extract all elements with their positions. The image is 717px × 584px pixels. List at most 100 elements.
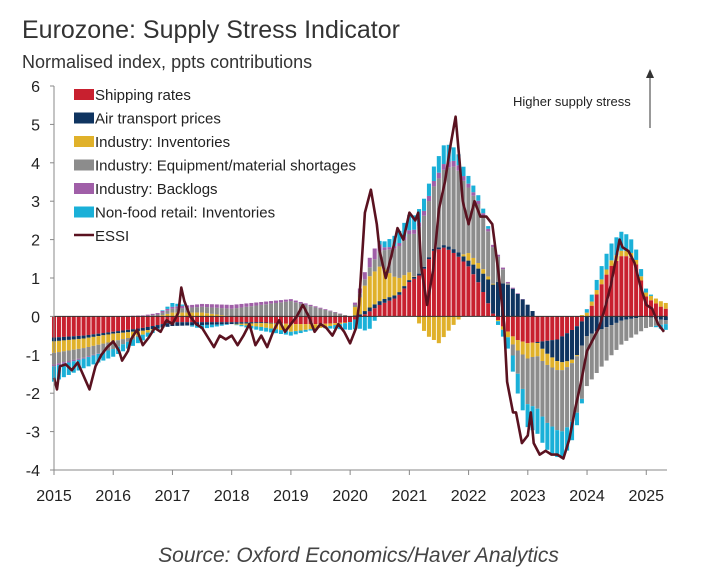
bar-segment-shortages — [283, 301, 288, 317]
bar-segment-retail — [431, 166, 436, 181]
bar-segment-air — [560, 336, 565, 363]
bar-segment-inventories — [190, 312, 195, 317]
bar-segment-air — [550, 340, 555, 358]
bar-segment-retail — [61, 363, 66, 378]
y-tick-label: 1 — [31, 271, 40, 288]
bar-segment-retail — [204, 324, 209, 329]
bar-segment-shortages — [254, 305, 259, 317]
bar-segment-backlogs — [209, 304, 214, 308]
bar-segment-backlogs — [204, 304, 209, 308]
bar-segment-air — [634, 316, 639, 319]
bar-segment-inventories — [392, 276, 397, 296]
bar-segment-retail — [357, 316, 362, 329]
bar-segment-shortages — [86, 346, 91, 357]
y-tick-label: 0 — [31, 309, 40, 326]
bar-segment-shortages — [663, 320, 668, 325]
bar-segment-inventories — [195, 312, 200, 317]
bar-segment-inventories — [505, 331, 510, 338]
bar-segment-retail — [209, 324, 214, 328]
bar-segment-retail — [170, 303, 175, 307]
bar-segment-backlogs — [387, 247, 392, 250]
bar-segment-shipping — [234, 316, 239, 323]
bar-segment-shipping — [441, 247, 446, 317]
bar-segment-backlogs — [407, 230, 412, 235]
bar-segment-retail — [298, 330, 303, 334]
y-tick-label: 2 — [31, 233, 40, 250]
bar-segment-shortages — [372, 259, 377, 272]
bar-segment-shipping — [86, 316, 91, 335]
bar-segment-shortages — [609, 325, 614, 356]
bar-segment-inventories — [663, 302, 668, 309]
bar-segment-backlogs — [76, 358, 81, 360]
bar-segment-inventories — [624, 251, 629, 257]
bar-segment-shipping — [451, 252, 456, 317]
bar-segment-backlogs — [397, 242, 402, 247]
bar-segment-retail — [663, 324, 668, 330]
bar-segment-shortages — [422, 215, 427, 267]
bar-segment-inventories — [121, 332, 126, 340]
bar-segment-air — [249, 322, 254, 324]
bar-segment-backlogs — [352, 302, 357, 305]
bar-segment-shipping — [515, 316, 520, 341]
bar-segment-shipping — [140, 316, 145, 328]
legend-label-air: Air transport prices — [95, 111, 221, 128]
bar-segment-shipping — [545, 316, 550, 341]
bar-segment-inventories — [604, 269, 609, 275]
bar-segment-air — [165, 323, 170, 327]
bar-segment-backlogs — [318, 307, 323, 309]
bar-segment-shortages — [476, 204, 481, 263]
bar-segment-backlogs — [214, 304, 219, 308]
bar-segment-shortages — [293, 302, 298, 317]
bar-segment-inventories — [510, 336, 515, 345]
bar-segment-inventories — [476, 263, 481, 269]
bar-segment-backlogs — [412, 229, 417, 234]
bar-segment-shipping — [535, 316, 540, 343]
bar-segment-shipping — [619, 256, 624, 317]
bar-segment-shortages — [150, 315, 155, 317]
bar-segment-air — [229, 322, 234, 325]
bar-segment-backlogs — [431, 180, 436, 187]
bar-segment-air — [604, 316, 609, 328]
bar-segment-shipping — [214, 316, 219, 323]
bar-segment-shortages — [624, 319, 629, 341]
bar-segment-air — [658, 316, 663, 320]
bar-segment-retail — [101, 352, 106, 361]
bar-segment-retail — [505, 337, 510, 349]
bar-segment-shortages — [515, 350, 520, 374]
bar-segment-shipping — [170, 316, 175, 323]
bar-segment-retail — [407, 214, 412, 231]
bar-segment-backlogs — [283, 299, 288, 302]
bar-segment-air — [269, 322, 274, 324]
bar-segment-inventories — [219, 315, 224, 317]
bar-segment-retail — [412, 215, 417, 230]
bar-segment-backlogs — [382, 247, 387, 251]
bar-segment-backlogs — [367, 257, 372, 268]
bar-segment-shortages — [644, 316, 649, 329]
bar-segment-air — [387, 297, 392, 301]
bar-segment-shipping — [229, 316, 234, 323]
bar-segment-inventories — [446, 316, 451, 331]
bar-segment-inventories — [619, 250, 624, 257]
bar-segment-inventories — [397, 277, 402, 293]
bar-segment-backlogs — [451, 160, 456, 167]
bar-segment-retail — [86, 357, 91, 367]
bar-segment-backlogs — [224, 304, 229, 309]
bar-segment-inventories — [204, 313, 209, 317]
bar-segment-shipping — [367, 311, 372, 317]
bar-segment-shortages — [382, 250, 387, 270]
bar-segment-shortages — [525, 358, 530, 405]
x-tick-label: 2016 — [95, 488, 131, 505]
bar-segment-inventories — [293, 324, 298, 332]
bar-segment-retail — [195, 325, 200, 328]
bar-segment-shipping — [71, 316, 76, 337]
bar-segment-shortages — [619, 320, 624, 345]
bar-segment-backlogs — [426, 195, 431, 202]
bar-segment-shortages — [101, 343, 106, 352]
bar-segment-retail — [293, 331, 298, 335]
supply-stress-chart: 6 5 4 3 2 1 0 -1 -2 -3 -4 2015 2016 2017 2018 2019 2020 2… — [26, 69, 668, 505]
bar-segment-inventories — [367, 276, 372, 308]
bar-segment-shortages — [412, 233, 417, 277]
bar-segment-air — [224, 322, 229, 325]
bar-segment-backlogs — [180, 305, 185, 309]
bar-segment-shortages — [500, 269, 505, 284]
